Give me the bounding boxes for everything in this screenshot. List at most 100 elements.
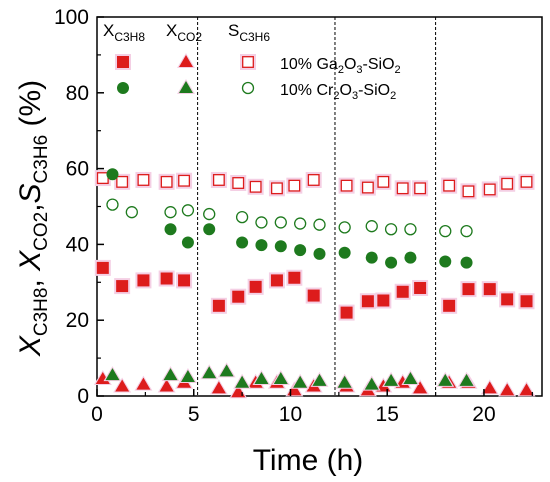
data-point bbox=[254, 371, 269, 384]
data-point bbox=[236, 236, 249, 249]
data-point bbox=[361, 295, 374, 308]
legend-marker bbox=[241, 81, 255, 95]
data-point bbox=[160, 272, 173, 285]
data-point bbox=[203, 223, 216, 236]
data-point bbox=[235, 375, 250, 388]
data-point bbox=[255, 216, 268, 229]
legend-marker bbox=[117, 82, 129, 94]
data-point bbox=[249, 180, 262, 193]
data-point bbox=[439, 224, 452, 238]
data-point bbox=[164, 206, 177, 219]
y-tick-label: 100 bbox=[54, 6, 89, 29]
y-tick-label: 0 bbox=[77, 385, 89, 408]
data-point bbox=[460, 256, 473, 269]
data-point bbox=[294, 217, 307, 230]
data-point bbox=[212, 299, 225, 312]
data-point bbox=[377, 175, 390, 188]
data-point bbox=[396, 182, 409, 195]
series-3 bbox=[106, 168, 473, 269]
data-point bbox=[137, 274, 150, 287]
series-0 bbox=[94, 259, 535, 321]
y-tick-label: 40 bbox=[66, 233, 89, 256]
data-point bbox=[178, 174, 191, 187]
data-point bbox=[337, 375, 352, 388]
legend-label-ga: 10% Ga2O3-SiO2 bbox=[280, 56, 401, 76]
axes: 0 5 10 15 20 0 20 40 60 80 100 bbox=[54, 6, 533, 426]
data-point bbox=[219, 364, 234, 377]
x-axis-title: Time (h) bbox=[253, 444, 364, 477]
legend-header-xc3h8: XC3H8 bbox=[103, 21, 145, 44]
data-point bbox=[312, 373, 327, 386]
data-point bbox=[443, 299, 456, 312]
data-point bbox=[483, 283, 496, 296]
data-point bbox=[483, 183, 496, 196]
data-point bbox=[364, 377, 379, 390]
series-5 bbox=[106, 198, 473, 238]
data-point bbox=[163, 368, 178, 381]
legend-markers bbox=[115, 53, 256, 95]
data-point bbox=[404, 223, 417, 236]
data-point bbox=[338, 246, 351, 259]
data-point bbox=[365, 220, 378, 233]
data-point bbox=[338, 221, 351, 234]
data-point bbox=[274, 240, 287, 253]
data-point bbox=[307, 289, 320, 302]
legend: XC3H8 XCO2 SC3H6 10% Ga2O3-SiO2 10% Cr2O… bbox=[103, 21, 401, 102]
legend-marker bbox=[179, 55, 193, 67]
data-point bbox=[249, 280, 262, 293]
legend-marker bbox=[242, 56, 254, 68]
data-point bbox=[270, 182, 283, 195]
data-point bbox=[413, 381, 428, 394]
y-axis-title: XC3H8, XCO2,SC3H6 (%) bbox=[14, 80, 52, 357]
data-point bbox=[164, 223, 177, 236]
data-point bbox=[460, 224, 473, 238]
data-point bbox=[404, 251, 417, 264]
data-point bbox=[438, 373, 453, 386]
data-point bbox=[365, 251, 378, 264]
data-point bbox=[501, 177, 514, 190]
x-tick-label: 0 bbox=[91, 403, 103, 426]
data-point bbox=[274, 216, 287, 229]
data-point bbox=[462, 283, 475, 296]
data-point bbox=[181, 236, 194, 249]
data-point bbox=[202, 366, 217, 379]
data-point bbox=[159, 379, 174, 392]
data-point bbox=[520, 175, 533, 188]
data-point bbox=[307, 174, 320, 186]
y-tick-label: 60 bbox=[66, 158, 89, 181]
data-point bbox=[384, 373, 399, 386]
data-point bbox=[414, 182, 427, 195]
data-point bbox=[105, 368, 120, 381]
series-2 bbox=[94, 170, 535, 200]
data-point bbox=[96, 261, 109, 274]
data-point bbox=[137, 174, 150, 186]
data-point bbox=[501, 293, 514, 306]
data-point bbox=[340, 179, 353, 192]
data-point bbox=[136, 377, 151, 390]
data-point bbox=[385, 256, 398, 269]
data-point bbox=[273, 371, 288, 384]
data-point bbox=[203, 207, 216, 221]
data-point bbox=[396, 285, 409, 298]
data-point bbox=[293, 375, 308, 388]
data-point bbox=[459, 373, 474, 386]
data-point bbox=[403, 371, 418, 384]
data-point bbox=[500, 383, 515, 396]
data-point bbox=[235, 210, 249, 224]
data-point bbox=[232, 290, 245, 303]
data-point bbox=[288, 179, 301, 192]
data-point bbox=[414, 281, 427, 294]
y-tick-label: 20 bbox=[66, 309, 89, 332]
series-4 bbox=[103, 362, 476, 391]
data-point bbox=[106, 168, 119, 181]
data-marks bbox=[93, 168, 536, 399]
data-point bbox=[482, 381, 497, 394]
data-point bbox=[520, 295, 533, 308]
regeneration-lines bbox=[197, 17, 437, 396]
data-point bbox=[116, 280, 129, 293]
data-point bbox=[361, 181, 374, 194]
plot-area bbox=[96, 16, 543, 397]
data-point bbox=[211, 381, 226, 394]
data-point bbox=[180, 370, 195, 383]
